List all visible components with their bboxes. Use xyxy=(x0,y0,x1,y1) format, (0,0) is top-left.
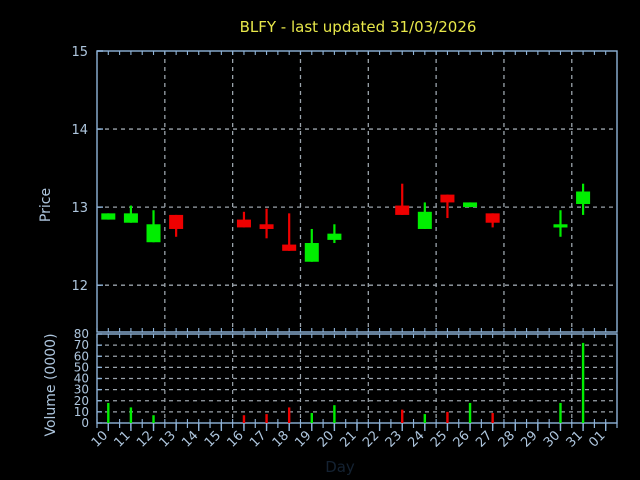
candle-11 xyxy=(123,205,138,223)
candle-13 xyxy=(169,214,184,237)
candle-12 xyxy=(146,210,161,243)
price-tick-label: 15 xyxy=(71,45,88,60)
candle-body xyxy=(259,224,274,229)
volume-tick-label: 10 xyxy=(74,405,89,419)
price-tick-label: 12 xyxy=(71,279,88,294)
volume-tick-label: 30 xyxy=(74,383,89,397)
candle-17 xyxy=(259,208,274,239)
volume-tick-label: 40 xyxy=(74,372,89,386)
candle-20 xyxy=(327,224,342,244)
candle-body xyxy=(236,219,251,228)
candle-body xyxy=(304,243,319,262)
candle-18 xyxy=(282,213,297,251)
candle-body xyxy=(576,191,591,204)
candle-27 xyxy=(485,213,500,228)
candle-body xyxy=(123,213,138,223)
candle-body xyxy=(463,202,478,208)
candle-24 xyxy=(417,202,432,229)
candle-body xyxy=(327,233,342,240)
price-axis-label: Price xyxy=(38,188,54,222)
candle-19 xyxy=(304,228,319,262)
volume-tick-label: 70 xyxy=(74,338,89,352)
volume-tick-label: 20 xyxy=(74,394,89,408)
candle-10 xyxy=(101,213,116,220)
candle-body xyxy=(417,211,432,229)
candle-26 xyxy=(463,202,478,208)
candle-body xyxy=(169,214,184,229)
volume-tick-label: 60 xyxy=(74,349,89,363)
candle-body xyxy=(282,244,297,251)
candle-body xyxy=(440,194,455,203)
volume-axis-label: Volume (0000) xyxy=(43,333,59,436)
candle-30 xyxy=(553,210,568,237)
candle-25 xyxy=(440,194,455,219)
price-tick-label: 13 xyxy=(71,201,88,216)
candle-body xyxy=(485,213,500,223)
volume-tick-label: 80 xyxy=(74,327,89,341)
candle-body xyxy=(101,213,116,220)
candle-16 xyxy=(236,211,251,228)
candle-31 xyxy=(576,183,591,215)
x-axis-label: Day xyxy=(325,458,355,476)
price-tick-label: 14 xyxy=(71,123,88,138)
price-panel: 12 13 14 15 xyxy=(71,45,618,333)
candle-body xyxy=(395,205,410,215)
chart-title: BLFY - last updated 31/03/2026 xyxy=(240,18,477,36)
candle-23 xyxy=(395,183,410,215)
candle-body xyxy=(553,224,568,228)
candle-body xyxy=(146,224,161,243)
volume-tick-label: 50 xyxy=(74,360,89,374)
volume-tick-label: 0 xyxy=(81,416,89,430)
